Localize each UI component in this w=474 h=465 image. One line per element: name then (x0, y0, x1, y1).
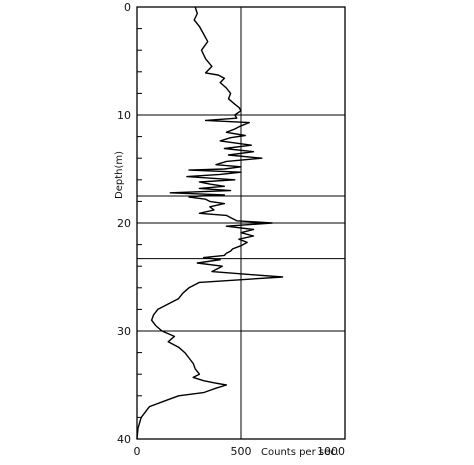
axis-ticks (137, 6, 145, 440)
reference-lines (137, 7, 345, 439)
y-tick-labels: 0 10 20 30 40 (117, 1, 131, 446)
y-axis-title: Depth(m) (114, 151, 125, 199)
y-tick-label: 30 (117, 325, 131, 338)
y-tick-label: 10 (117, 109, 131, 122)
x-axis-title: Counts per sec. (261, 447, 339, 458)
y-tick-label: 0 (124, 1, 131, 14)
y-tick-label: 20 (117, 217, 131, 230)
series-layer (136, 6, 284, 440)
x-tick-label: 500 (231, 445, 252, 458)
counts-series-line (136, 6, 284, 440)
x-tick-label: 1000 (317, 445, 345, 458)
x-tick-labels: 0 500 1000 (134, 445, 346, 458)
x-tick-label: 0 (134, 445, 141, 458)
y-tick-label: 40 (117, 433, 131, 446)
